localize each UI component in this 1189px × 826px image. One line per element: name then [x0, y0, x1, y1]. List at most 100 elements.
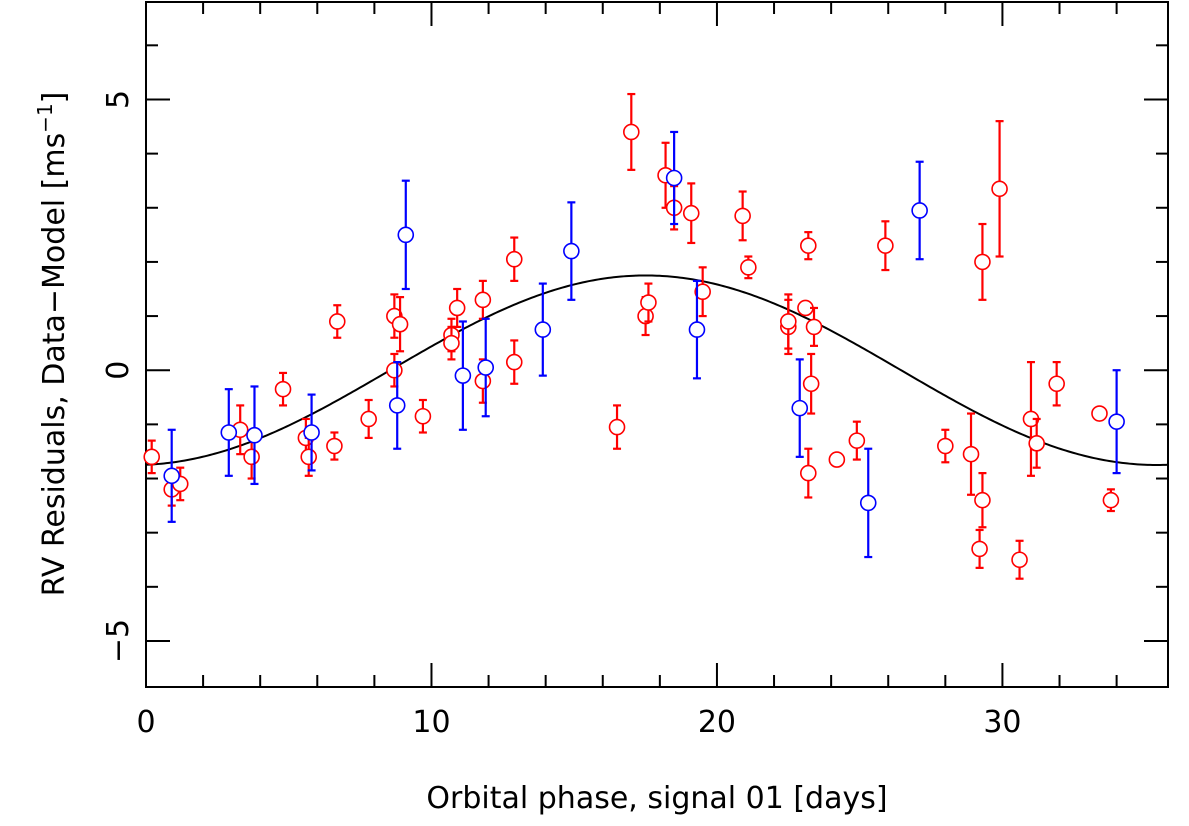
blue-data-point — [246, 385, 263, 486]
data-marker — [246, 426, 263, 444]
x-tick-label: 0 — [136, 705, 155, 740]
y-axis-title: RV Residuals, Data−Model [ms−1] — [33, 92, 72, 597]
red-data-point — [740, 255, 757, 280]
data-marker — [1028, 435, 1045, 452]
data-marker — [971, 540, 988, 558]
x-tick-label: 10 — [412, 705, 450, 740]
x-tick-label: 20 — [698, 705, 736, 740]
data-marker — [974, 253, 991, 271]
data-marker — [143, 448, 161, 466]
data-marker — [391, 315, 409, 333]
y-tick-label: 5 — [101, 90, 136, 109]
model-curve — [145, 274, 1169, 466]
red-data-point — [1091, 405, 1108, 422]
red-data-point — [1011, 539, 1028, 580]
blue-data-point — [688, 279, 706, 380]
data-marker — [326, 437, 343, 455]
data-marker — [937, 437, 954, 455]
data-marker — [828, 451, 846, 468]
data-marker — [477, 359, 495, 376]
y-tick-label: 0 — [101, 361, 136, 380]
data-marker — [1102, 491, 1120, 509]
red-data-point — [800, 231, 817, 261]
red-data-point — [1102, 488, 1120, 513]
blue-data-point — [220, 388, 238, 477]
red-data-point — [971, 528, 988, 569]
data-marker — [474, 291, 492, 309]
blue-data-point — [303, 393, 320, 472]
data-marker — [740, 259, 757, 276]
data-marker — [780, 313, 797, 330]
data-marker — [688, 321, 706, 338]
data-marker — [397, 226, 415, 244]
data-marker — [243, 448, 260, 466]
red-data-point — [937, 428, 954, 464]
red-data-point — [734, 190, 751, 242]
blue-data-point — [665, 130, 683, 226]
red-data-point — [505, 339, 523, 385]
red-data-point — [805, 306, 823, 347]
red-data-point — [448, 287, 466, 329]
red-data-point — [386, 352, 403, 388]
data-marker — [802, 375, 820, 393]
data-marker — [303, 424, 320, 441]
red-data-point — [800, 447, 817, 499]
red-data-point — [608, 404, 626, 450]
data-marker — [859, 494, 877, 512]
red-data-point — [877, 220, 894, 272]
data-marker — [805, 318, 823, 336]
data-marker — [328, 313, 346, 330]
data-marker — [360, 410, 377, 428]
data-marker — [388, 397, 406, 414]
y-axis-title-superscript: −1 — [33, 103, 57, 132]
red-data-point — [326, 431, 343, 461]
data-marker — [1108, 413, 1125, 430]
blue-data-point — [859, 447, 877, 559]
data-marker — [386, 361, 403, 379]
red-data-point — [328, 304, 346, 339]
axis-tick-labels: 0 10 20 30 −5 0 5 — [101, 90, 1022, 740]
red-data-point — [274, 371, 292, 407]
red-data-point — [974, 222, 991, 301]
data-marker — [974, 491, 991, 509]
data-marker — [274, 380, 292, 398]
data-marker — [534, 321, 552, 338]
red-data-point — [474, 279, 492, 320]
blue-data-point — [534, 282, 552, 377]
data-marker — [962, 445, 980, 463]
data-marker — [640, 294, 657, 311]
blue-data-point — [163, 428, 180, 523]
data-marker — [474, 372, 492, 390]
data-marker — [1048, 375, 1065, 393]
data-marker — [800, 464, 817, 482]
data-marker — [911, 202, 928, 219]
red-data-point — [1048, 360, 1065, 407]
red-data-point — [848, 420, 866, 461]
x-axis-title: Orbital phase, signal 01 [days] — [426, 781, 887, 816]
y-tick-label: −5 — [101, 619, 136, 663]
red-data-point — [991, 120, 1008, 258]
red-data-point — [828, 451, 846, 468]
data-marker — [505, 353, 523, 371]
red-data-point — [802, 352, 820, 415]
data-marker — [800, 237, 817, 254]
data-marker — [665, 169, 683, 187]
red-data-point — [780, 293, 797, 350]
red-data-point — [414, 398, 432, 434]
blue-data-point — [791, 358, 809, 458]
red-data-point — [682, 182, 700, 245]
y-axis-title-bracket: ] — [37, 92, 72, 104]
data-marker — [848, 432, 866, 449]
blue-data-point — [1108, 369, 1125, 475]
blue-data-point — [477, 317, 495, 418]
data-marker — [623, 123, 640, 141]
red-data-point — [974, 472, 991, 529]
data-marker — [682, 204, 700, 222]
red-data-point — [1022, 360, 1040, 477]
red-data-point — [143, 439, 161, 475]
axis-ticks — [145, 2, 1168, 687]
blue-data-point — [563, 201, 580, 301]
data-marker — [608, 418, 626, 436]
data-marker — [300, 448, 318, 466]
